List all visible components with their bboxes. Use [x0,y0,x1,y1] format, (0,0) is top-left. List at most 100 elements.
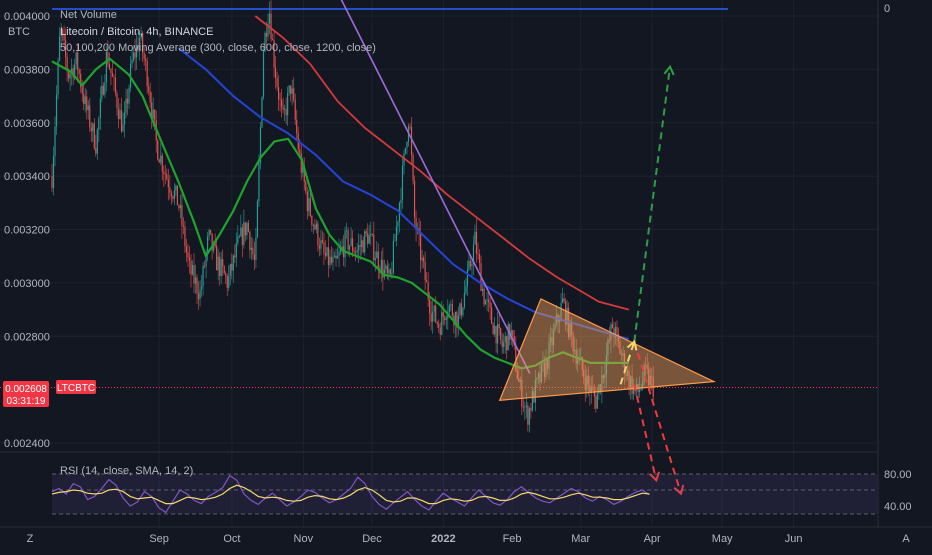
candle-body [519,379,521,382]
candle-body [172,196,174,199]
candle-body [486,299,488,301]
candle-body [299,149,301,154]
candle-body [308,198,310,212]
candle-body [252,247,254,255]
candle-body [64,40,67,57]
candle-body [187,252,189,258]
time-tick-label: Dec [362,533,382,545]
candle-body [104,82,106,95]
candle-body [324,253,327,256]
candle-body [554,324,556,330]
candle-body [472,244,475,265]
candle-body [309,198,311,216]
price-tick-label: 0.003800 [4,64,50,76]
time-axis[interactable]: Sep Oct Nov Dec 2022 Feb Mar Apr May Jun [0,526,932,545]
candle-body [539,373,541,382]
candle-body [545,358,547,377]
candle-body [101,85,103,99]
time-tick-label: Apr [644,533,661,545]
candle-body [235,243,237,258]
candle-body [256,201,259,238]
candle-body [391,273,393,275]
candle-body [126,98,129,104]
scale-z-button[interactable]: Z [27,533,34,545]
candle-body [259,127,262,163]
candle-body [102,85,104,95]
net-volume-legend[interactable]: Net Volume [60,9,117,21]
candle-body [549,337,552,343]
price-tick-label: 0.003200 [4,225,50,237]
candle-body [52,156,55,189]
candle-body [593,389,595,397]
breakdown-arrow-1 [633,384,658,481]
candle-body [444,316,446,321]
candle-body [330,256,333,263]
candle-body [261,97,263,128]
candle-body [220,259,222,277]
ma-legend[interactable]: 50,100,200 Moving Average (300, close, 6… [60,42,376,54]
candle-body [93,123,95,149]
candle-body [500,328,502,340]
candle-body [184,226,186,247]
candle-body [182,226,185,227]
candle-body [169,187,171,193]
candle-body [649,375,651,386]
time-tick-label: Nov [294,533,314,545]
price-axis[interactable]: 0.004000 0.003800 0.003600 0.003400 0.003200… [4,0,879,527]
candle-body [371,234,373,235]
candle-body [267,23,269,37]
candle-body [154,109,156,121]
candle-body [258,162,260,202]
time-tick-label: Jun [785,533,803,545]
candle-body [359,245,361,247]
candle-body [595,396,597,409]
candle-body [415,217,417,230]
candle-body [296,119,298,134]
candle-body [403,153,405,166]
candle-body [374,258,376,261]
breakout-up-arrow [633,66,671,342]
candle-body [631,376,633,394]
candle-body [477,253,479,255]
candle-body [613,328,615,338]
candle-body [193,265,195,284]
rsi-legend[interactable]: RSI (14, close, SMA, 14, 2) [60,465,193,477]
candle-body [302,165,304,173]
chart-title[interactable]: Litecoin / Bitcoin, 4h, BINANCE [60,26,213,38]
candle-body [524,406,526,408]
candle-body [438,323,440,328]
candle-body [317,223,319,246]
candle-body [491,307,493,324]
candle-body [382,259,384,278]
candle-body [123,112,126,125]
candle-body [284,108,286,110]
candle-body [68,70,70,79]
candle-body [185,246,188,253]
candle-body [441,311,443,335]
candle-body [504,336,506,343]
candle-body [607,339,609,356]
candle-body [518,378,520,382]
breakout-up-arrow-head [663,64,675,76]
candle-body [293,88,295,100]
rsi-line [51,474,650,514]
candle-body [312,224,314,226]
candle-body [80,73,82,88]
candle-body [108,64,111,69]
time-tick-label: Feb [503,533,522,545]
scale-auto-button[interactable]: A [902,533,910,545]
currency-label: BTC [8,26,30,38]
candle-body [367,233,369,244]
candle-body [521,379,523,407]
candle-body [311,215,313,226]
candle-body [300,153,302,173]
candle-body [148,86,150,92]
price-tick-label: 0.003600 [4,118,50,130]
breakdown-arrow-1-head [649,471,661,483]
candle-body [495,326,497,344]
candle-body [149,91,151,103]
candle-body [211,233,213,251]
candle-body [229,264,231,277]
